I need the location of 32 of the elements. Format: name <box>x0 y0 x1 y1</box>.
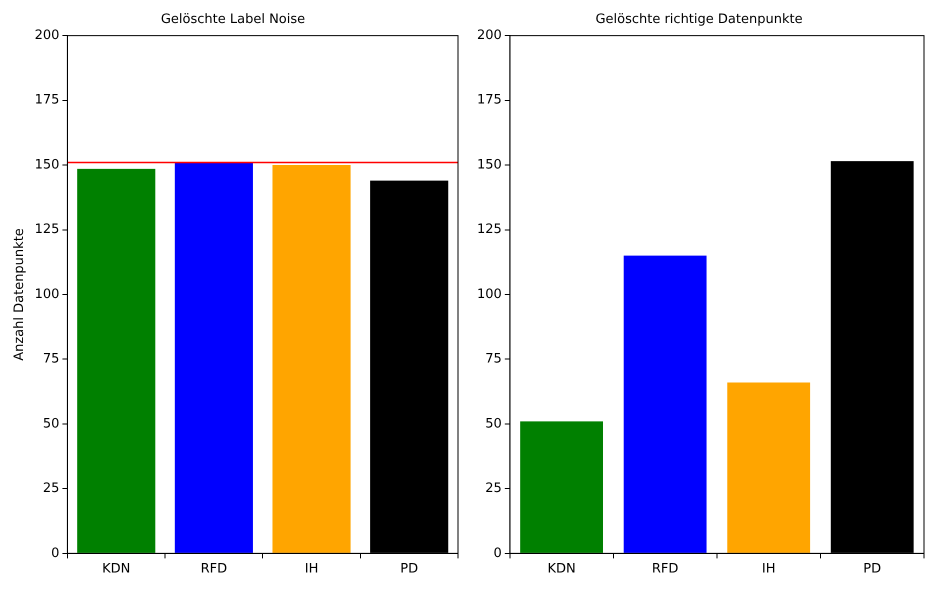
x-tick-label: PD <box>863 562 882 577</box>
bar <box>727 382 810 553</box>
y-tick-label: 25 <box>42 481 60 496</box>
y-tick-label: 50 <box>42 416 60 432</box>
y-tick-label: 150 <box>476 157 502 172</box>
y-tick-label: 150 <box>34 157 60 172</box>
chart-title: Gelöschte richtige Datenpunkte <box>595 12 803 28</box>
x-tick-label: PD <box>400 562 418 577</box>
y-tick-label: 75 <box>485 352 502 367</box>
x-tick-label: RFD <box>652 562 678 577</box>
x-tick-label: IH <box>762 562 776 577</box>
y-tick-label: 50 <box>485 416 502 432</box>
y-tick-label: 125 <box>476 222 502 238</box>
bar <box>520 421 604 553</box>
bar <box>624 256 707 553</box>
y-tick-label: 175 <box>34 92 60 108</box>
y-tick-label: 175 <box>476 92 502 108</box>
y-tick-label: 200 <box>476 28 502 43</box>
y-axis-title: Anzahl Datenpunkte <box>12 228 28 361</box>
y-tick-label: 0 <box>51 546 60 561</box>
chart-title: Gelöschte Label Noise <box>160 12 306 28</box>
y-tick-label: 25 <box>485 481 502 496</box>
x-tick-label: IH <box>304 562 318 577</box>
x-tick-label: KDN <box>547 562 576 577</box>
y-tick-label: 200 <box>34 28 60 43</box>
y-tick-label: 75 <box>42 352 60 367</box>
y-tick-label: 0 <box>494 546 502 561</box>
y-tick-label: 100 <box>34 286 60 302</box>
y-tick-label: 125 <box>34 222 60 238</box>
x-tick-label: RFD <box>200 562 228 577</box>
y-tick-label: 100 <box>476 286 502 302</box>
x-tick-label: KDN <box>102 562 130 577</box>
